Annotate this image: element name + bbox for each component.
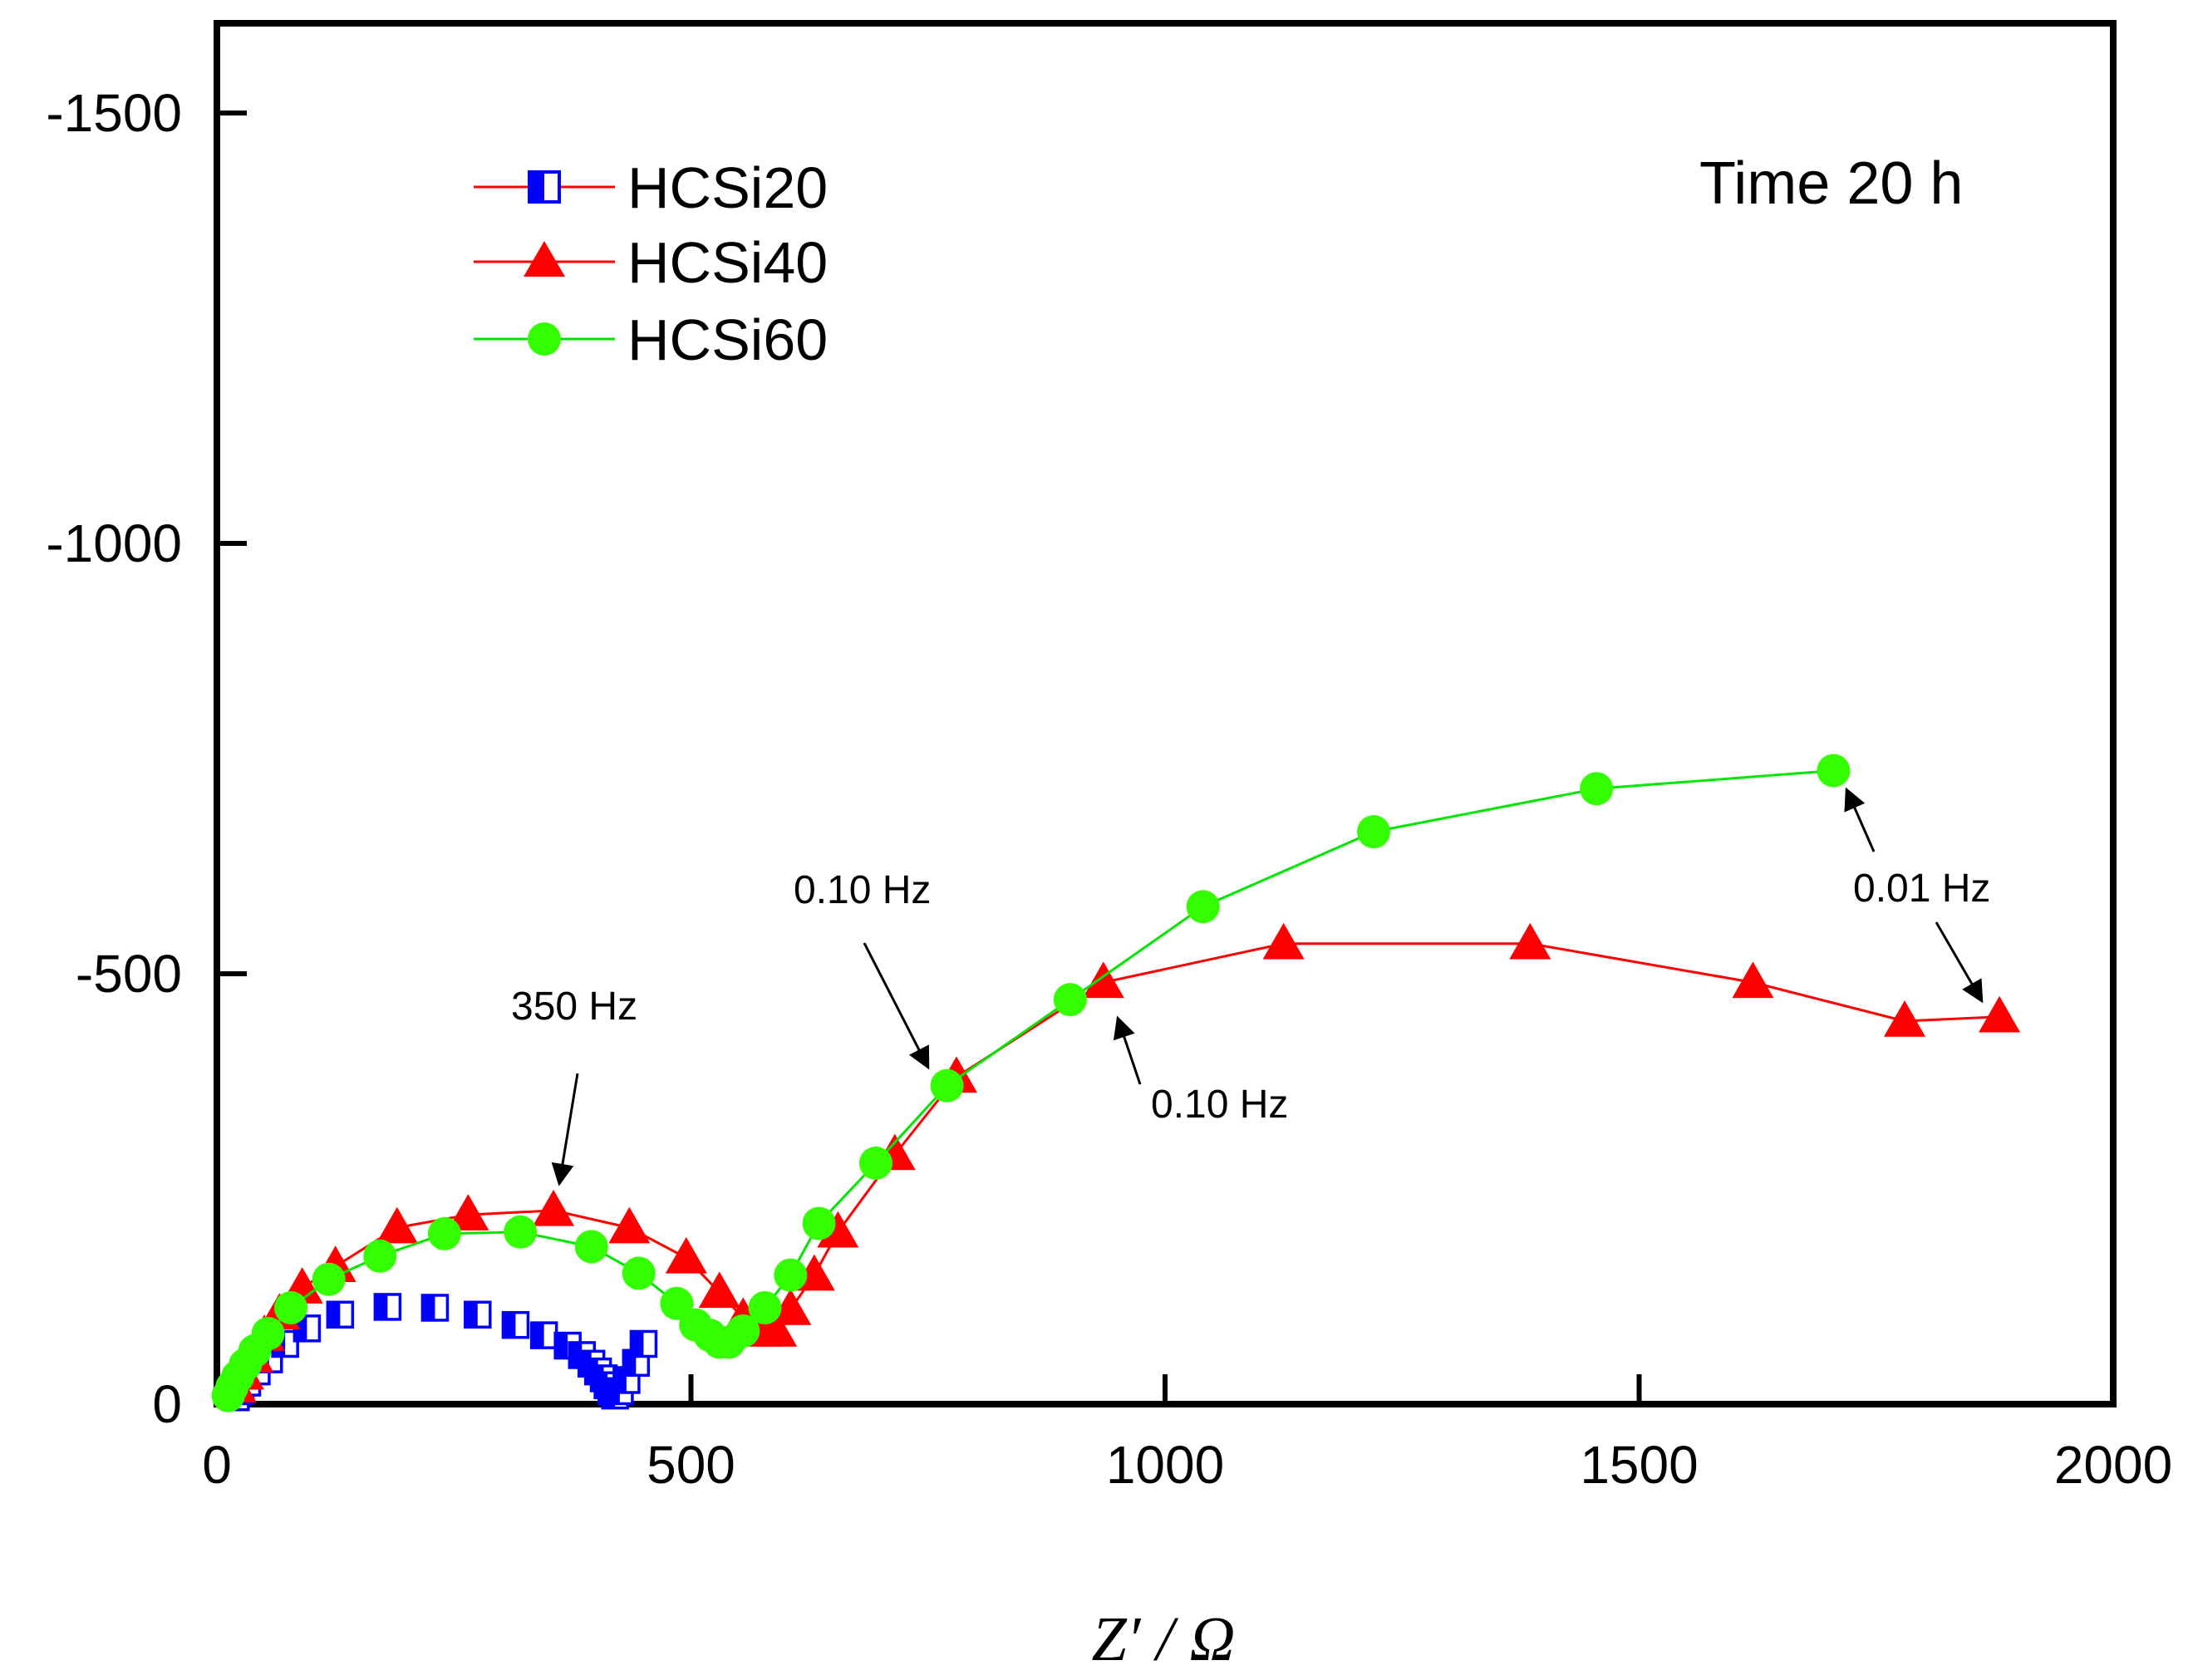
time-annotation: Time 20 h	[1699, 150, 1963, 217]
annotation-arrow-350hz	[551, 1073, 579, 1186]
data-point-hcsi60	[427, 1216, 461, 1250]
data-point-hcsi40	[817, 1211, 859, 1248]
y-axis: 0 -500 -1000 -1500	[46, 83, 247, 1434]
x-axis-label: Z′ / Ω	[1092, 1604, 1236, 1674]
data-point-hcsi40	[770, 1289, 812, 1325]
legend: HCSi20 HCSi40 HCSi60	[474, 155, 828, 372]
data-point-hcsi20	[326, 1300, 355, 1329]
data-point-hcsi60	[1817, 754, 1851, 788]
data-point-hcsi60	[774, 1258, 808, 1292]
series-line-hcsi40	[234, 942, 2000, 1388]
data-point-hcsi60	[1053, 983, 1087, 1017]
x-tick-label: 1500	[1580, 1435, 1698, 1495]
plot-area-frame	[214, 20, 2117, 1407]
legend-marker-hcsi40	[524, 241, 565, 277]
data-point-hcsi60	[660, 1286, 694, 1320]
legend-label-hcsi40: HCSi40	[627, 230, 828, 295]
x-tick-label: 0	[202, 1435, 232, 1495]
data-point-hcsi60	[858, 1146, 892, 1180]
legend-marker-hcsi60	[528, 322, 561, 356]
data-point-hcsi40	[1082, 961, 1124, 999]
data-point-hcsi60	[622, 1256, 656, 1290]
data-point-hcsi60	[363, 1239, 397, 1273]
annotation-arrow-010hz-green	[863, 942, 930, 1070]
legend-label-hcsi20: HCSi20	[627, 155, 828, 220]
data-point-hcsi40	[376, 1206, 418, 1244]
y-tick-label: -1000	[46, 513, 182, 573]
data-point-hcsi60	[726, 1314, 760, 1348]
data-point-hcsi60	[1186, 890, 1220, 924]
data-point-hcsi20	[420, 1294, 450, 1322]
data-point-hcsi20	[529, 1321, 558, 1349]
data-point-hcsi20	[373, 1293, 402, 1321]
annotation-arrow-001hz-red	[1935, 921, 1984, 1004]
data-point-hcsi60	[1580, 772, 1614, 806]
legend-marker-hcsi20	[528, 170, 561, 204]
annotation-label-350hz: 350 Hz	[511, 985, 637, 1029]
data-point-hcsi40	[447, 1194, 489, 1231]
annotation-arrow-001hz-green	[1844, 787, 1876, 852]
data-point-hcsi60	[251, 1317, 285, 1351]
data-point-hcsi40	[665, 1236, 707, 1274]
data-point-hcsi60	[312, 1262, 346, 1296]
annotation-arrow-010hz-red	[1113, 1015, 1142, 1085]
data-point-hcsi40	[1979, 995, 2021, 1033]
x-axis: 0 500 1000 1500 2000	[202, 1374, 2172, 1495]
data-point-hcsi60	[1357, 815, 1391, 849]
y-tick-label: -1500	[46, 83, 182, 143]
legend-label-hcsi60: HCSi60	[627, 307, 828, 372]
data-point-hcsi60	[802, 1206, 836, 1240]
data-point-hcsi40	[533, 1189, 575, 1226]
data-point-hcsi60	[930, 1068, 964, 1103]
data-point-hcsi40	[1262, 922, 1305, 960]
y-tick-label: 0	[152, 1374, 182, 1434]
data-point-hcsi20	[501, 1310, 530, 1339]
data-point-hcsi40	[1509, 922, 1551, 960]
x-tick-label: 500	[647, 1435, 735, 1495]
data-point-hcsi60	[748, 1290, 782, 1324]
data-point-hcsi40	[1732, 961, 1774, 999]
data-point-hcsi60	[504, 1215, 538, 1249]
data-point-hcsi40	[698, 1271, 740, 1309]
data-point-hcsi40	[755, 1309, 798, 1347]
data-point-hcsi40	[608, 1206, 651, 1244]
x-tick-label: 1000	[1106, 1435, 1224, 1495]
series-hcsi40	[214, 922, 2021, 1403]
series-layer	[211, 754, 2021, 1412]
annotation-layer: 350 Hz 0.10 Hz 0.10 Hz 0.01 Hz	[511, 787, 1990, 1186]
y-tick-label: -500	[76, 944, 182, 1004]
data-point-hcsi40	[1883, 1000, 1925, 1037]
series-hcsi60	[211, 754, 1851, 1412]
data-point-hcsi20	[629, 1329, 658, 1358]
data-point-hcsi60	[574, 1230, 608, 1264]
annotation-label-010hz-green: 0.10 Hz	[794, 868, 931, 912]
data-point-hcsi60	[273, 1290, 307, 1324]
annotation-label-001hz: 0.01 Hz	[1853, 867, 1990, 911]
data-point-hcsi20	[464, 1300, 492, 1329]
annotation-label-010hz-red: 0.10 Hz	[1151, 1083, 1288, 1127]
x-tick-label: 2000	[2054, 1435, 2172, 1495]
